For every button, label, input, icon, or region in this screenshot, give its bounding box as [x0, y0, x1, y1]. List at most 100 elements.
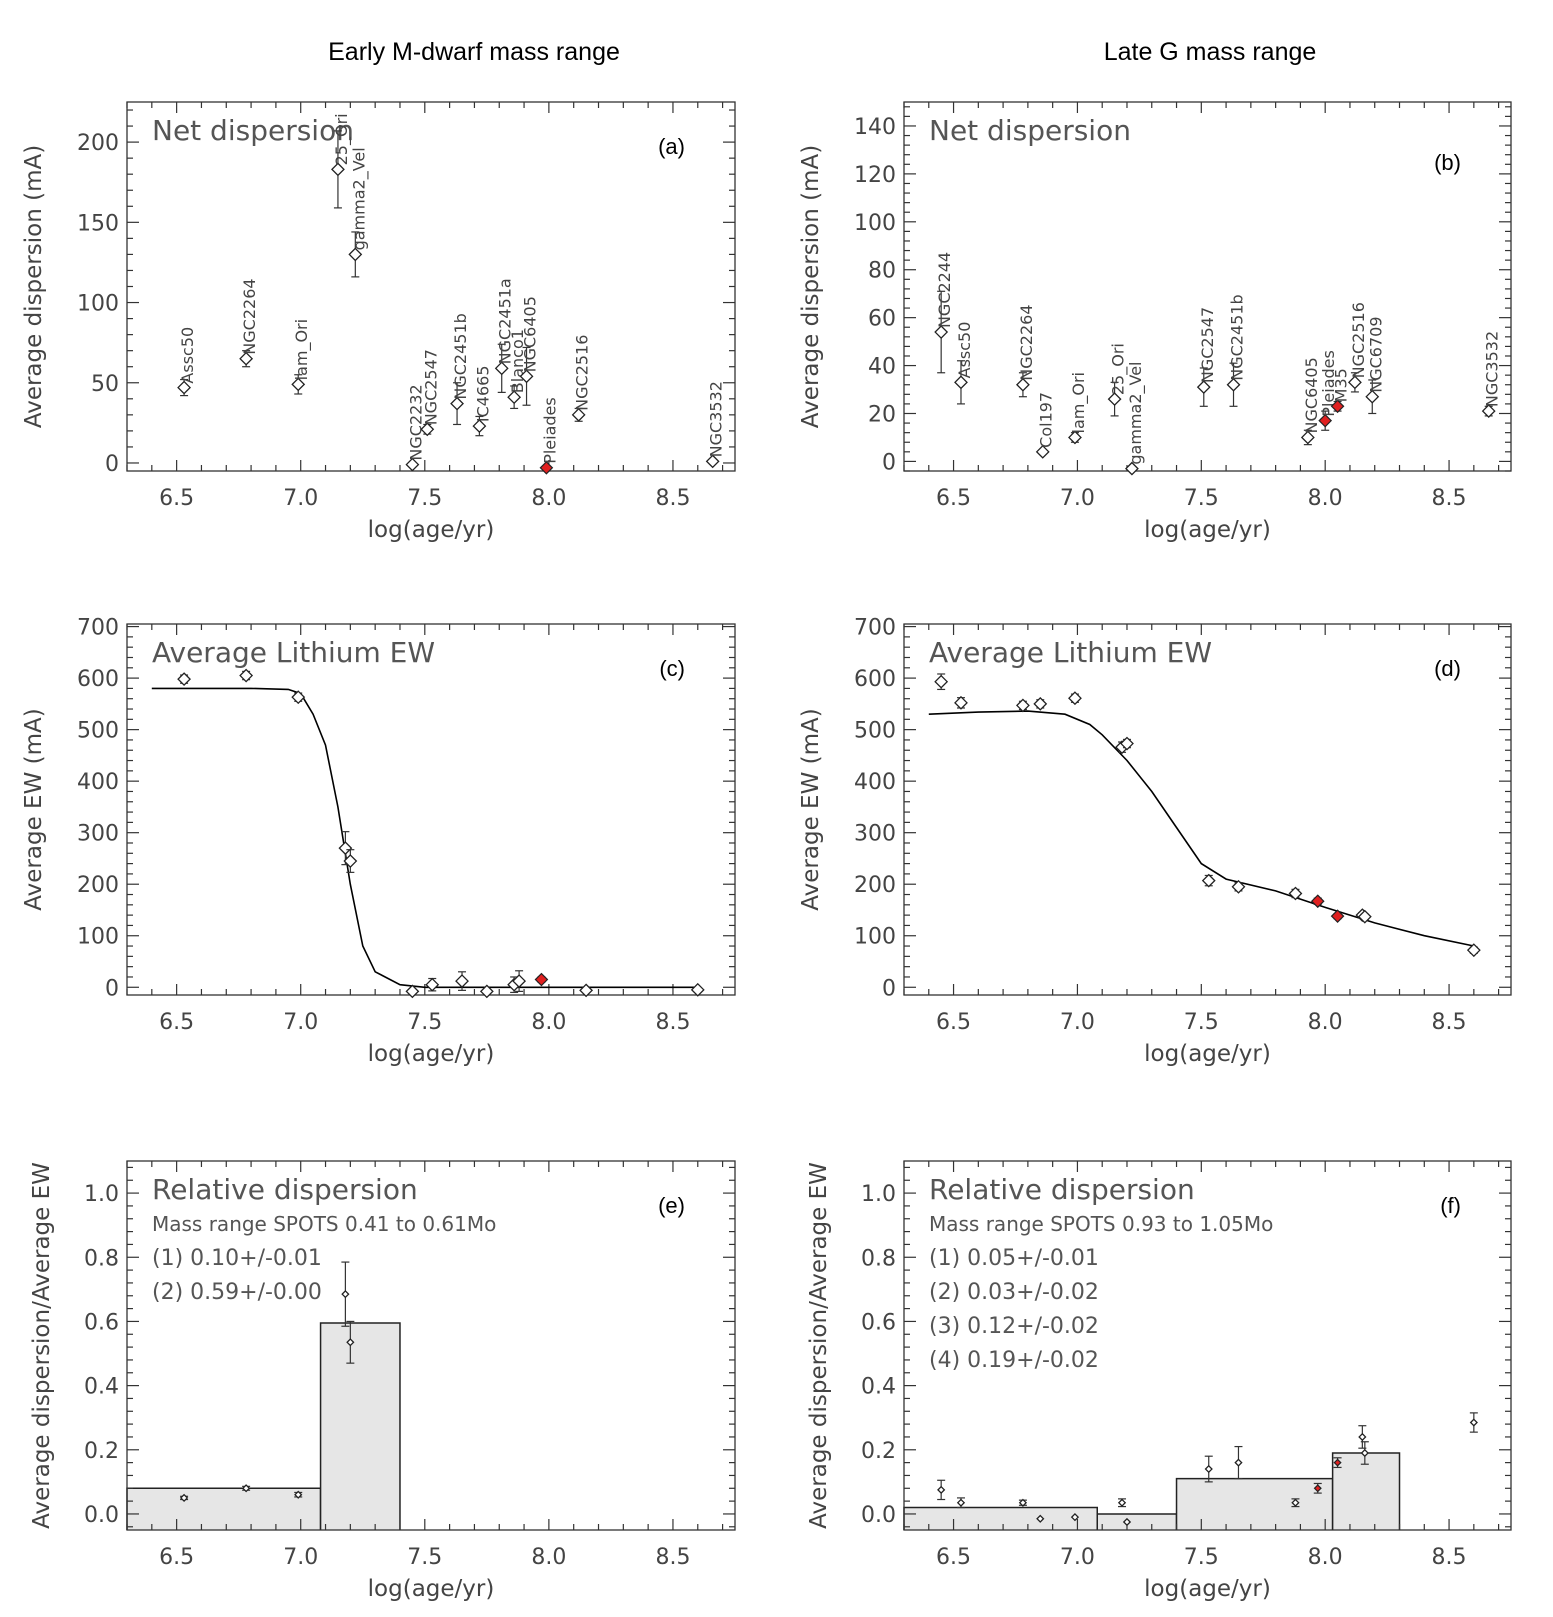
- data-point: [1288, 886, 1303, 901]
- data-point: [579, 983, 594, 998]
- y-tick-label: 0: [882, 450, 896, 475]
- y-axis-label: Average EW (mA): [21, 708, 47, 910]
- x-tick-label: 7.0: [1060, 486, 1095, 511]
- left-column-title: Early M-dwarf mass range: [328, 38, 620, 66]
- x-axis-label: log(age/yr): [368, 517, 495, 543]
- right-column-title: Late G mass range: [1104, 38, 1317, 66]
- data-point: [455, 974, 469, 989]
- data-point: [1070, 1513, 1080, 1522]
- x-tick-label: 7.0: [283, 1545, 318, 1570]
- data-point: [348, 247, 363, 262]
- data-point: [1117, 1498, 1127, 1507]
- data-point: [294, 1490, 303, 1499]
- y-tick-label: 100: [854, 925, 896, 950]
- y-tick-label: 100: [77, 292, 119, 317]
- point-label: IC4665: [473, 365, 492, 422]
- data-point: [954, 375, 968, 390]
- point-label: NGC2516: [1349, 302, 1368, 378]
- y-tick-label: 700: [854, 616, 896, 641]
- y-tick-label: 200: [77, 131, 119, 156]
- y-tick-label: 0.2: [861, 1439, 896, 1464]
- x-tick-label: 6.5: [159, 486, 194, 511]
- bar-f-1: [1096, 1513, 1178, 1530]
- x-tick-label: 7.5: [407, 1545, 442, 1570]
- data-point: [507, 390, 522, 405]
- y-tick-label: 500: [854, 719, 896, 744]
- y-tick-label: 0.0: [84, 1503, 119, 1528]
- data-point: [177, 672, 191, 687]
- point-label: NGC2264: [240, 278, 259, 354]
- data-point: [1365, 389, 1380, 404]
- data-point: [472, 419, 487, 433]
- point-label: Pleiades: [1319, 350, 1338, 417]
- point-label: NGC2451a: [496, 278, 515, 364]
- x-tick-label: 6.5: [936, 1545, 971, 1570]
- data-point: [1347, 375, 1362, 390]
- y-tick-label: 0.6: [84, 1310, 119, 1335]
- panel-label: (a): [658, 134, 685, 159]
- data-point: [343, 854, 358, 868]
- x-tick-label: 6.5: [936, 1010, 971, 1035]
- y-tick-label: 1.0: [861, 1182, 896, 1207]
- data-point-highlight: [1318, 413, 1333, 428]
- data-point: [1358, 1432, 1367, 1442]
- plot-frame-e: [126, 1160, 736, 1531]
- point-label: lam_Ori: [292, 319, 312, 380]
- data-point: [1357, 909, 1372, 924]
- x-tick-label: 8.0: [1308, 1545, 1343, 1570]
- data-point: [177, 380, 191, 395]
- data-point-highlight: [1313, 1484, 1322, 1493]
- data-point: [1481, 404, 1496, 419]
- y-tick-label: 0: [105, 976, 119, 1001]
- data-point: [1204, 1464, 1213, 1474]
- y-tick-label: 400: [854, 770, 896, 795]
- panel-c: 6.5 7.0 7.5 8.0 8.5 0 100 200 300 400 500 600 700 log…: [21, 616, 736, 1067]
- plot-title: Net dispersion: [152, 114, 354, 147]
- data-point-highlight: [1333, 1458, 1342, 1467]
- y-tick-label: 0.8: [84, 1246, 119, 1271]
- point-label: NGC3532: [707, 381, 726, 457]
- y-tick-label: 0.4: [84, 1375, 119, 1400]
- y-tick-label: 100: [77, 925, 119, 950]
- data-point: [512, 974, 527, 989]
- y-tick-label: 200: [77, 873, 119, 898]
- panel-a: 6.5 7.0 7.5 8.0 8.5 0 50 100 150 200 log(age/yr) Av…: [21, 101, 736, 543]
- data-point: [705, 454, 720, 469]
- point-label: NGC6709: [1366, 316, 1385, 392]
- x-tick-label: 8.0: [531, 1545, 566, 1570]
- point-label: NGC6405: [1302, 357, 1321, 433]
- y-tick-label: 120: [854, 163, 896, 188]
- data-point-highlight: [534, 972, 549, 987]
- plot-frame-c: [126, 623, 736, 996]
- y-tick-label: 300: [854, 822, 896, 847]
- point-label: Assc50: [955, 322, 974, 379]
- data-point: [1226, 377, 1241, 392]
- point-label: NGC2232: [406, 384, 425, 460]
- data-point-highlight: [1330, 909, 1345, 924]
- data-point: [341, 1290, 350, 1299]
- data-point: [425, 977, 440, 992]
- data-point: [1234, 1458, 1243, 1467]
- data-point: [346, 1338, 355, 1347]
- x-tick-label: 8.5: [655, 486, 690, 511]
- data-point: [239, 351, 254, 366]
- x-tick-label: 8.0: [1308, 486, 1343, 511]
- data-point: [954, 695, 968, 710]
- data-point: [1360, 1448, 1369, 1458]
- data-point: [1016, 698, 1030, 713]
- y-tick-label: 0: [105, 452, 119, 477]
- y-tick-label: 40: [868, 355, 896, 380]
- bar-e-0: [126, 1487, 322, 1530]
- model-curve: [151, 687, 698, 989]
- x-axis-label: log(age/yr): [1144, 1041, 1271, 1067]
- x-tick-label: 8.5: [1432, 1545, 1467, 1570]
- point-label: NGC2244: [935, 252, 954, 328]
- data-point: [1466, 943, 1481, 958]
- data-point: [338, 841, 353, 856]
- panel-f: 6.5 7.0 7.5 8.0 8.5 0.0 0.2 0.4 0.6 0.8 1.0 log(age…: [806, 1160, 1512, 1602]
- point-label: NGC6405: [521, 296, 540, 372]
- y-tick-label: 80: [868, 259, 896, 284]
- y-axis-label: Average dispersion (mA): [21, 145, 47, 428]
- x-tick-label: 7.5: [407, 486, 442, 511]
